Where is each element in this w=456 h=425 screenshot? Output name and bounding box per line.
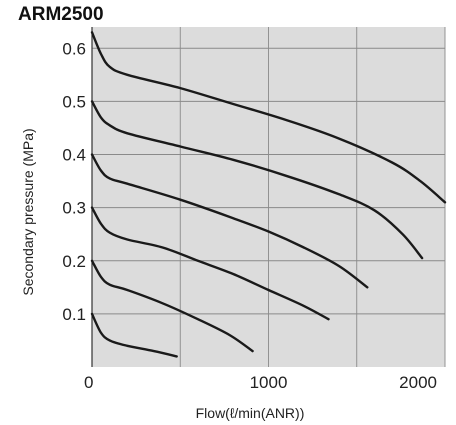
y-tick-label: 0.4 [62, 146, 86, 165]
y-tick-labels: 0.1 0.2 0.3 0.4 0.5 0.6 [62, 39, 86, 324]
y-tick-label: 0.2 [62, 252, 86, 271]
pressure-curve-4 [90, 153, 369, 289]
x-tick-label: 0 [84, 373, 93, 392]
pressure-curve-5 [90, 100, 424, 260]
x-tick-label: 2000 [399, 373, 437, 392]
y-tick-label: 0.1 [62, 305, 86, 324]
pressure-curve-1 [90, 312, 178, 358]
pressure-curve-6 [90, 31, 447, 204]
y-tick-label: 0.5 [62, 92, 86, 111]
x-tick-labels: 0 1000 2000 [84, 373, 437, 392]
y-tick-label: 0.6 [62, 39, 86, 58]
grid-lines [91, 27, 446, 367]
y-tick-label: 0.3 [62, 199, 86, 218]
pressure-curve-3 [90, 206, 330, 321]
curves [90, 31, 447, 358]
chart-title: ARM2500 [18, 4, 104, 25]
x-axis-label: Flow(ℓ/min(ANR)) [196, 405, 305, 421]
pressure-curve-2 [90, 259, 254, 353]
x-tick-label: 1000 [250, 373, 288, 392]
y-axis-label: Secondary pressure (MPa) [20, 128, 36, 295]
